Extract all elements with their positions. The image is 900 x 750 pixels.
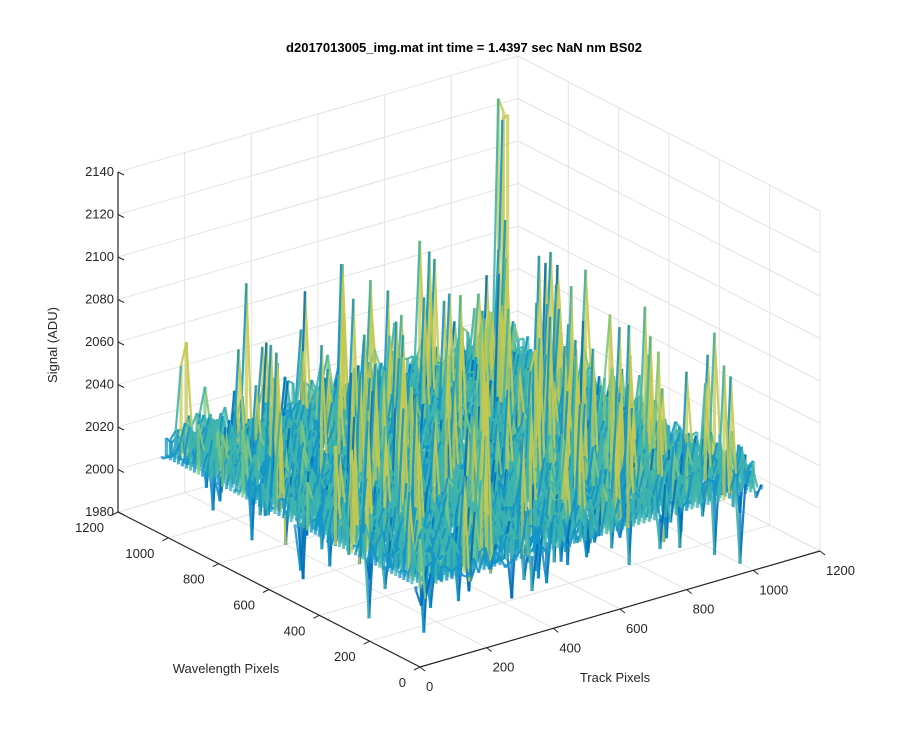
surface-segment bbox=[198, 386, 207, 415]
surface-segment bbox=[280, 409, 287, 413]
surface-segment bbox=[525, 359, 533, 370]
surface-segment bbox=[512, 367, 521, 415]
surface-segment bbox=[202, 427, 211, 452]
surface-segment bbox=[210, 427, 219, 441]
surface-segment bbox=[315, 345, 323, 480]
surface-segment bbox=[468, 308, 476, 360]
surface-segment bbox=[511, 349, 518, 353]
surface-segment bbox=[228, 440, 236, 452]
surface-segment bbox=[323, 469, 331, 477]
gridline-z-wall-xz bbox=[117, 183, 519, 300]
surface-segment bbox=[273, 411, 282, 476]
surface-segment bbox=[210, 418, 219, 431]
surface-segment bbox=[472, 293, 480, 361]
surface-segment bbox=[417, 297, 426, 423]
surface-segment bbox=[321, 368, 330, 431]
surface-segment bbox=[209, 447, 217, 457]
surface-segment bbox=[201, 452, 209, 470]
gridline-y-floor bbox=[319, 498, 720, 616]
surface-segment bbox=[413, 240, 421, 371]
surface-segment bbox=[254, 483, 261, 490]
surface-segment bbox=[491, 98, 500, 333]
surface-segment bbox=[292, 406, 300, 428]
surface-segment bbox=[419, 419, 427, 437]
surface-segment bbox=[325, 402, 334, 437]
surface-segment bbox=[468, 370, 475, 375]
gridline-z-wall-xz bbox=[117, 55, 519, 173]
surface-segment bbox=[182, 427, 191, 462]
gridline-z-wall-xz bbox=[117, 268, 519, 385]
surface-segment bbox=[311, 436, 319, 458]
surface-segment bbox=[263, 456, 271, 493]
surface-segment bbox=[440, 347, 448, 415]
surface-segment bbox=[264, 344, 272, 468]
surface-segment bbox=[407, 355, 414, 360]
surface-segment bbox=[289, 433, 298, 467]
surface-segment bbox=[499, 407, 507, 419]
surface-segment bbox=[501, 113, 509, 121]
surface-segment bbox=[516, 345, 524, 352]
surface-segment bbox=[410, 368, 419, 391]
surface-segment bbox=[475, 326, 483, 394]
surface-segment bbox=[295, 419, 303, 434]
gridline-z-wall-yz bbox=[517, 225, 821, 382]
surface-segment bbox=[248, 454, 256, 471]
surface-segment bbox=[174, 365, 183, 432]
gridline-z-wall-yz bbox=[517, 268, 821, 424]
surface-segment bbox=[169, 430, 177, 441]
surface-segment bbox=[259, 473, 267, 486]
gridline-z-wall-yz bbox=[517, 98, 821, 254]
surface-segment bbox=[308, 436, 316, 442]
surface-segment bbox=[206, 420, 215, 429]
surface-segment bbox=[298, 473, 306, 491]
surface-segment bbox=[518, 337, 525, 341]
gridline-z-wall-yz bbox=[517, 55, 821, 212]
gridline-z-wall-xz bbox=[117, 140, 519, 258]
surface-segment bbox=[327, 483, 333, 487]
surface-segment bbox=[218, 406, 227, 422]
surface-segment bbox=[173, 444, 181, 457]
gridline-z-wall-xz bbox=[117, 98, 519, 215]
gridline-z-wall-xz bbox=[117, 225, 519, 343]
surface-segment bbox=[501, 308, 510, 413]
surface-segment bbox=[428, 411, 437, 446]
surface-segment bbox=[485, 311, 494, 367]
surface-segment bbox=[178, 422, 187, 445]
surface-mesh bbox=[160, 98, 763, 633]
gridline-y-floor bbox=[369, 524, 770, 642]
surface-segment bbox=[310, 387, 319, 410]
surface-segment bbox=[332, 375, 341, 456]
surface-segment bbox=[234, 430, 243, 440]
surface-segment bbox=[494, 417, 501, 422]
surface-segment bbox=[603, 314, 612, 379]
surface-segment bbox=[295, 351, 304, 404]
surface-segment bbox=[437, 300, 446, 421]
gridline-z-wall-yz bbox=[517, 140, 821, 297]
surface-segment bbox=[269, 352, 278, 494]
surface-segment bbox=[249, 385, 258, 459]
gridline-z-wall-yz bbox=[517, 183, 821, 339]
surface-segment bbox=[244, 418, 252, 431]
surface-segment bbox=[598, 377, 606, 417]
surface-segment bbox=[389, 321, 398, 454]
surface-segment bbox=[261, 454, 270, 479]
surface-segment bbox=[294, 329, 303, 402]
surface-segment bbox=[245, 467, 254, 488]
surface-segment bbox=[290, 402, 298, 413]
surface-segment bbox=[179, 341, 188, 367]
surface-segment bbox=[294, 528, 302, 571]
surface-segment bbox=[282, 482, 290, 518]
